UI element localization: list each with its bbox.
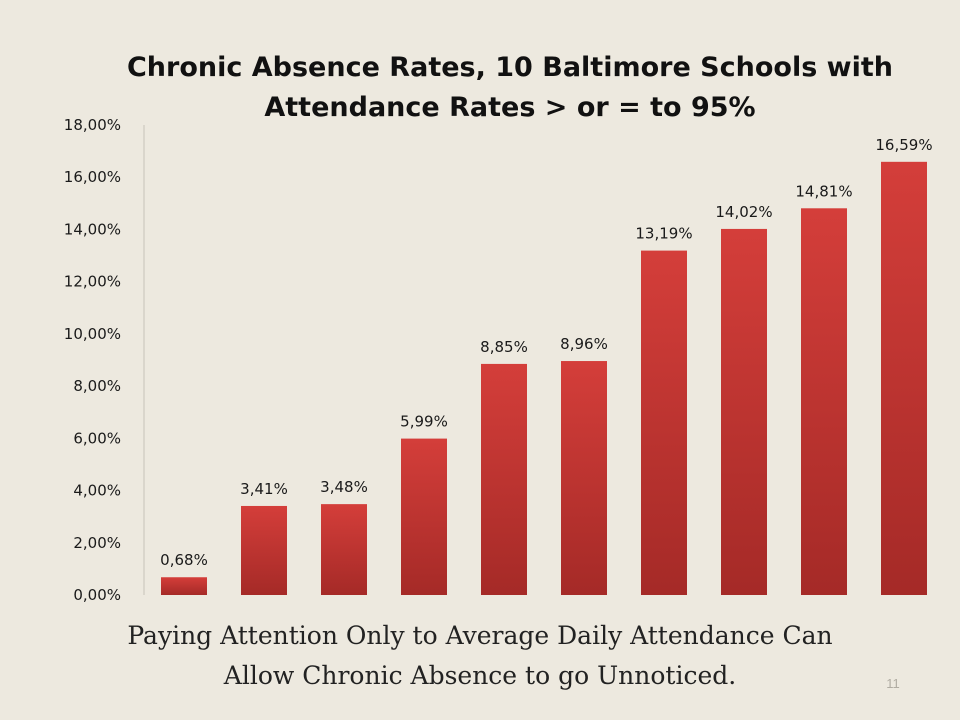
bar-data-label: 14,81%	[795, 182, 852, 200]
y-tick-label: 16,00%	[64, 168, 121, 186]
y-tick-label: 18,00%	[64, 116, 121, 134]
bar-data-label: 3,41%	[240, 480, 288, 498]
chart-title: Chronic Absence Rates, 10 Baltimore Scho…	[80, 48, 940, 128]
y-tick-label: 14,00%	[64, 220, 121, 238]
y-tick-label: 6,00%	[73, 429, 121, 447]
bar	[721, 228, 767, 595]
bar	[881, 161, 927, 596]
bar	[641, 250, 687, 595]
bar-data-label: 16,59%	[875, 136, 932, 154]
bar-data-label: 13,19%	[635, 225, 692, 243]
bar-data-label: 8,85%	[480, 338, 528, 356]
bar-data-label: 3,48%	[320, 478, 368, 496]
y-axis: 0,00% 2,00% 4,00% 6,00% 8,00% 10,00% 12,00% 14,…	[64, 116, 145, 604]
data-labels: 0,68% 3,41% 3,48% 5,99% 8,85% 8,96% 13,19% 14,0…	[160, 136, 932, 569]
chart-title-line-2: Attendance Rates > or = to 95%	[264, 92, 756, 123]
y-tick-label: 8,00%	[73, 377, 121, 395]
y-tick-label: 10,00%	[64, 325, 121, 343]
y-tick-label: 4,00%	[73, 482, 121, 500]
caption-line-1: Paying Attention Only to Average Daily A…	[127, 621, 833, 650]
bar-data-label: 14,02%	[715, 203, 772, 221]
bar-data-label: 8,96%	[560, 335, 608, 353]
bar	[481, 363, 527, 595]
bar	[321, 504, 367, 595]
page-number: 11	[886, 676, 900, 691]
bar-data-label: 5,99%	[400, 413, 448, 431]
bar	[561, 361, 607, 595]
bar	[801, 208, 847, 596]
chart-title-line-1: Chronic Absence Rates, 10 Baltimore Scho…	[126, 52, 893, 83]
bar-data-label: 0,68%	[160, 551, 208, 569]
caption-line-2: Allow Chronic Absence to go Unnoticed.	[223, 661, 737, 690]
y-tick-label: 12,00%	[64, 273, 121, 291]
bar	[241, 505, 287, 595]
bar	[161, 577, 207, 595]
slide-caption: Paying Attention Only to Average Daily A…	[60, 616, 900, 696]
y-tick-label: 2,00%	[73, 534, 121, 552]
y-tick-label: 0,00%	[73, 586, 121, 604]
bars	[161, 161, 927, 596]
bar	[401, 438, 447, 595]
